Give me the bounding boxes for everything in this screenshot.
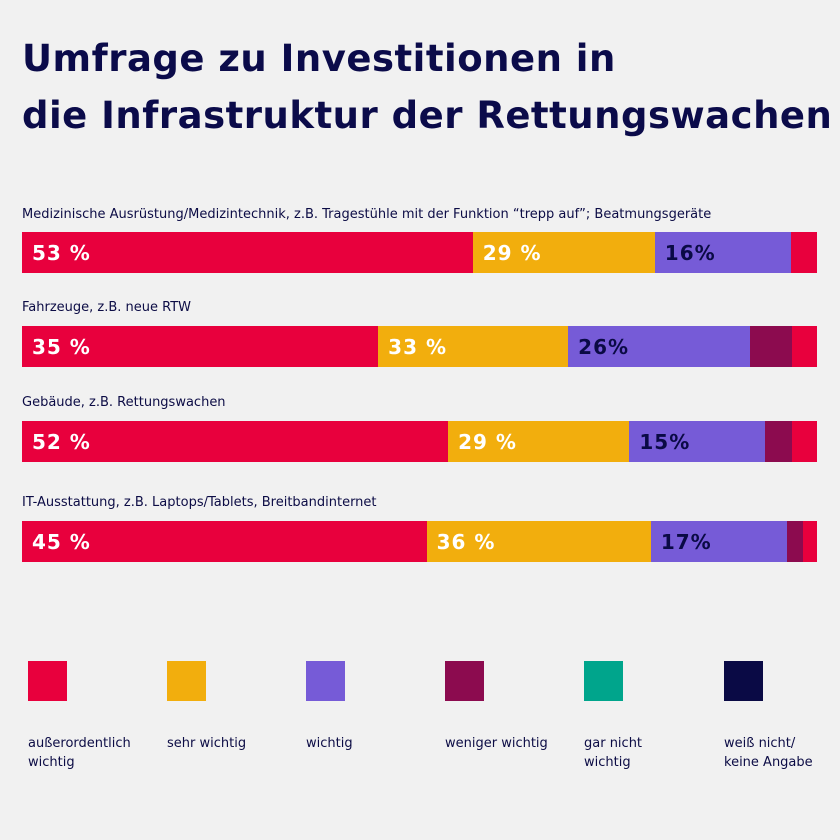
bar-segment: 17% (650, 521, 787, 562)
chart-title: Umfrage zu Investitionen in die Infrastr… (22, 30, 832, 144)
bar-segment: 52 % (22, 421, 449, 462)
legend-item: weiß nicht/ keine Angabe (718, 661, 838, 772)
category-label: Fahrzeuge, z.B. neue RTW (22, 300, 192, 315)
legend-swatch (445, 661, 484, 701)
legend-label: weniger wichtig (445, 736, 548, 751)
bar-segment: 15% (629, 421, 766, 462)
bar-row: 45 % 36 % 17% (22, 521, 817, 562)
legend-item: weniger wichtig (439, 661, 559, 753)
legend-swatch (724, 661, 763, 701)
title-line-1: Umfrage zu Investitionen in (22, 37, 616, 80)
category-label: IT-Ausstattung, z.B. Laptops/Tablets, Br… (22, 495, 377, 510)
bar-row: 53 % 29 % 16% (22, 232, 817, 273)
bar-row: 35 % 33 % 26% (22, 326, 817, 367)
category-label: Medizinische Ausrüstung/Medizintechnik, … (22, 207, 712, 222)
data-label: 29 % (482, 240, 542, 265)
category-label: Gebäude, z.B. Rettungswachen (22, 395, 226, 410)
legend-item: gar nicht wichtig (578, 661, 698, 772)
legend-item: außerordentlich wichtig (22, 661, 142, 772)
data-label: 45 % (32, 529, 91, 554)
bar-segment: 53 % (22, 232, 473, 273)
data-label: 16% (664, 240, 716, 265)
legend-swatch (28, 661, 67, 701)
bar-segment (750, 326, 793, 367)
bar-segment: 16% (654, 232, 791, 273)
legend-label: sehr wichtig (167, 736, 247, 751)
bar-segment: 29 % (448, 421, 630, 462)
legend-swatch (306, 661, 345, 701)
data-label: 52 % (32, 429, 91, 454)
legend-label: außerordentlich wichtig (28, 736, 131, 770)
legend-label: wichtig (306, 736, 353, 751)
bar-segment: 45 % (22, 521, 427, 562)
data-label: 15% (639, 429, 691, 454)
data-label: 53 % (32, 240, 91, 265)
bar-segment (803, 521, 817, 562)
bar-segment: 33 % (378, 326, 569, 367)
data-label: 26% (578, 334, 630, 359)
legend-swatch (584, 661, 623, 701)
data-label: 35 % (32, 334, 91, 359)
data-label: 36 % (436, 529, 496, 554)
title-line-2: die Infrastruktur der Rettungswachen (22, 94, 833, 137)
bar-row: 52 % 29 % 15% (22, 421, 817, 462)
bar-segment: 26% (568, 326, 751, 367)
legend-label: gar nicht wichtig (584, 736, 643, 770)
bar-segment (790, 232, 817, 273)
data-label: 17% (660, 529, 712, 554)
bar-segment: 29 % (472, 232, 655, 273)
bar-segment: 36 % (426, 521, 651, 562)
legend-item: wichtig (300, 661, 420, 753)
data-label: 29 % (458, 429, 517, 454)
bar-segment (792, 326, 817, 367)
bar-segment (791, 421, 817, 462)
bar-segment (765, 421, 792, 462)
bar-segment (786, 521, 804, 562)
legend-swatch (167, 661, 206, 701)
bar-segment: 35 % (22, 326, 379, 367)
legend-item: sehr wichtig (161, 661, 281, 753)
legend-label: weiß nicht/ keine Angabe (724, 736, 813, 770)
data-label: 33 % (388, 334, 447, 359)
